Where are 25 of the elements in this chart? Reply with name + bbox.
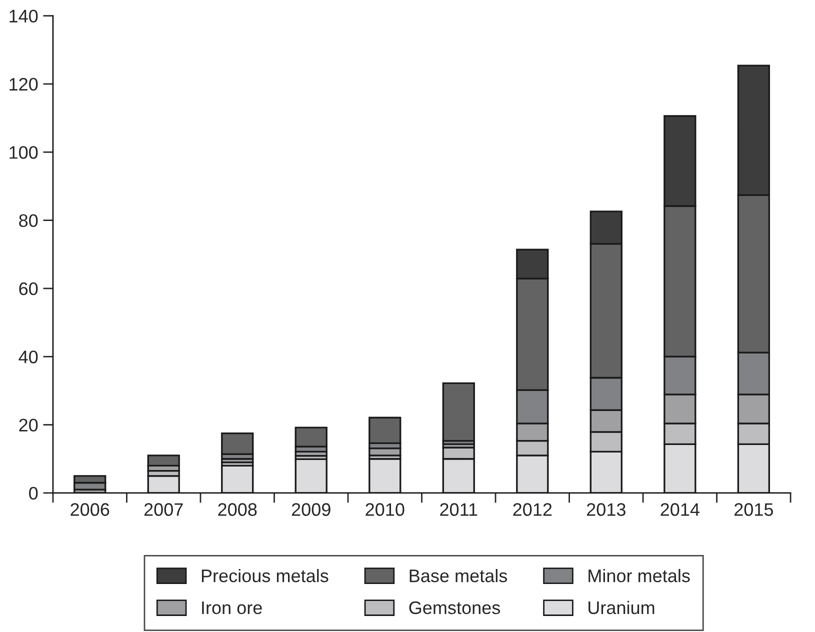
- legend-label: Minor metals: [588, 568, 690, 582]
- y-tick-label: 100: [10, 146, 38, 159]
- y-tick-label: 60: [19, 282, 38, 296]
- bar: [442, 382, 475, 442]
- legend-label: Precious metals: [202, 568, 328, 582]
- legend-label: Uranium: [588, 600, 654, 614]
- x-tick-label: 2009: [292, 503, 330, 516]
- y-tick-label: 20: [19, 418, 38, 432]
- y-tick-label: 0: [29, 486, 38, 500]
- x-tick-label: 2007: [144, 503, 183, 516]
- y-tick-label: 40: [18, 350, 38, 364]
- legend-label: Iron ore: [202, 602, 262, 614]
- x-tick-label: 2013: [586, 503, 626, 516]
- legend-label: Gemstones: [409, 601, 500, 614]
- x-tick-label: 2015: [734, 503, 773, 516]
- y-tick-label: 120: [10, 78, 38, 91]
- x-tick-label: 2014: [660, 503, 700, 516]
- x-tick-label: 2011: [440, 503, 478, 516]
- x-tick-label: 2008: [218, 503, 257, 516]
- y-tick-label: 140: [10, 10, 38, 23]
- x-tick-label: 2006: [70, 503, 110, 516]
- legend-label: Base metals: [410, 568, 508, 582]
- y-tick-label: 80: [19, 214, 38, 228]
- x-tick-label: 2010: [366, 503, 404, 516]
- x-tick-label: 2012: [513, 503, 552, 516]
